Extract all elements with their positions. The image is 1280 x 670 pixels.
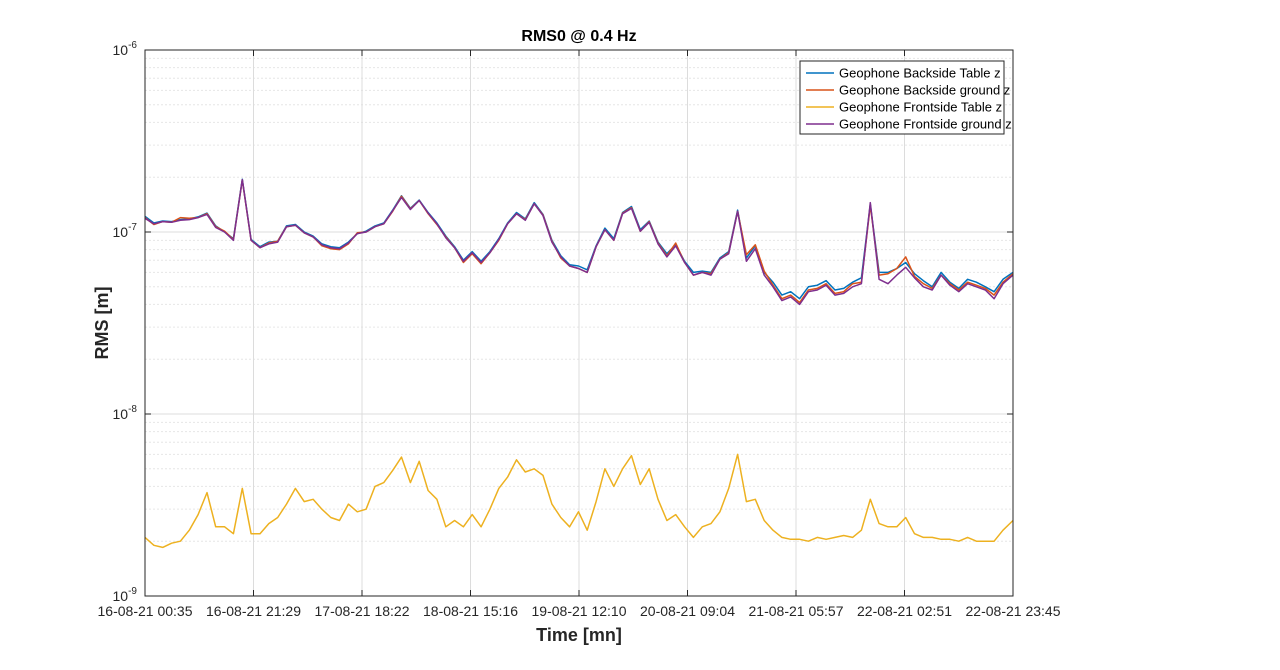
y-tick-exponent: -7	[128, 222, 137, 233]
x-tick-label: 18-08-21 15:16	[423, 603, 518, 619]
legend-entry-3: Geophone Frontside Table z	[839, 100, 1002, 115]
chart-title: RMS0 @ 0.4 Hz	[521, 28, 636, 45]
x-tick-label: 22-08-21 02:51	[857, 603, 952, 619]
legend: Geophone Backside Table z Geophone Backsi…	[799, 60, 1012, 135]
legend-entry-4: Geophone Frontside ground z	[839, 117, 1012, 132]
y-tick-base: 10	[113, 588, 129, 604]
y-tick-label: 10-7	[113, 222, 138, 240]
x-axis-label: Time [mn]	[536, 625, 622, 645]
y-tick-label: 10-8	[113, 404, 138, 422]
x-tick-label: 16-08-21 21:29	[206, 603, 301, 619]
x-tick-label: 21-08-21 05:57	[749, 603, 844, 619]
x-tick-label: 20-08-21 09:04	[640, 603, 735, 619]
series-line-3	[144, 453, 1014, 549]
series-layer	[144, 178, 1014, 549]
y-ticks: 10-910-810-710-6	[113, 40, 1013, 604]
x-ticks: 16-08-21 00:35 16-08-21 21:29 17-08-21 18:…	[98, 50, 1061, 619]
x-tick-label: 16-08-21 00:35	[98, 603, 193, 619]
x-tick-label: 19-08-21 12:10	[532, 603, 627, 619]
x-tick-label: 17-08-21 18:22	[315, 603, 410, 619]
y-tick-exponent: -9	[128, 586, 137, 597]
y-tick-base: 10	[113, 224, 129, 240]
legend-entry-1: Geophone Backside Table z	[839, 66, 1001, 81]
y-tick-base: 10	[113, 406, 129, 422]
y-tick-label: 10-9	[113, 586, 138, 604]
y-tick-exponent: -6	[128, 40, 137, 51]
y-tick-exponent: -8	[128, 404, 137, 415]
x-tick-label: 22-08-21 23:45	[966, 603, 1061, 619]
y-tick-base: 10	[113, 42, 129, 58]
legend-entry-2: Geophone Backside ground z	[839, 83, 1010, 98]
y-tick-label: 10-6	[113, 40, 138, 58]
series-line-4	[144, 178, 1014, 306]
y-axis-label: RMS [m]	[92, 287, 112, 360]
